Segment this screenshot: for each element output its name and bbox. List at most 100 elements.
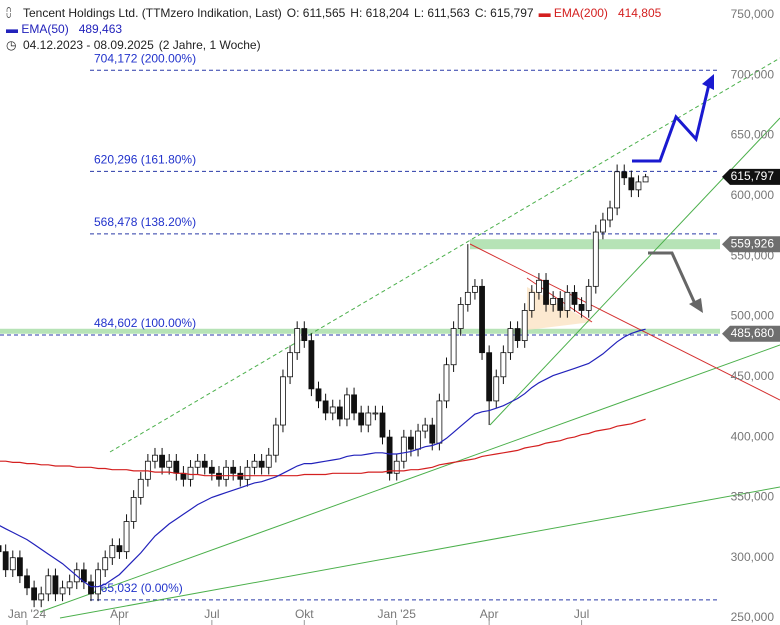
x-tick-label: Jan '25 (378, 607, 417, 621)
icon: ◷ (6, 38, 17, 52)
level-band (0, 328, 720, 334)
candle-body (386, 436, 393, 474)
candle-body (308, 340, 315, 390)
y-tick-label: 750,000 (731, 7, 775, 21)
y-tick-label: 650,000 (731, 128, 775, 142)
candle-body (600, 219, 606, 233)
candle-body (301, 328, 308, 342)
candle-body (429, 424, 436, 444)
candle-body (130, 497, 137, 522)
ema-line (0, 328, 646, 588)
legend-name: ▬ EMA(200) (538, 6, 608, 20)
header-line: ⩇ Tencent Holdings Ltd. (TTMzero Indikati… (6, 5, 666, 21)
candle-body (144, 460, 151, 480)
arrow-head (702, 74, 714, 90)
candle-body (585, 285, 592, 311)
candle-body (59, 587, 66, 595)
candle-body (24, 575, 30, 589)
header-line: ◷ 04.12.2023 - 08.09.2025 (2 Jahre, 1 Woch… (6, 37, 666, 53)
drawings (0, 69, 720, 601)
candle-body (500, 352, 507, 378)
y-tick-label: 400,000 (731, 429, 775, 443)
trend-line (59, 486, 780, 619)
x-tick-label: Jul (574, 607, 589, 621)
icon: ⩇ (6, 6, 12, 20)
ema-line (0, 418, 646, 477)
candle-body (88, 581, 94, 595)
candle-body (642, 176, 649, 183)
candle-body (344, 394, 350, 420)
candle-body (422, 424, 429, 432)
candle-body (464, 291, 471, 305)
candle-body (251, 460, 258, 468)
price-tag-label: 615,797 (731, 169, 775, 183)
candle-body (408, 436, 414, 450)
candle-body (244, 466, 251, 480)
candle-body (614, 171, 621, 209)
candle-body (564, 291, 571, 311)
candle-body (607, 207, 613, 221)
candle-body (536, 279, 542, 293)
candle-body (351, 394, 357, 414)
candle-body (329, 406, 336, 414)
candle-body (628, 177, 635, 191)
ohlc: C: 615,797 (474, 6, 534, 20)
candle-body (265, 454, 272, 468)
candle-body (287, 352, 293, 378)
candle-body (31, 587, 38, 601)
candle-body (116, 545, 123, 553)
fib-label: 568,478 (138.20%) (94, 215, 196, 229)
candle-body (393, 460, 400, 474)
period: 04.12.2023 - 08.09.2025 (23, 38, 154, 52)
candle-body (443, 364, 450, 402)
candle-body (230, 466, 237, 474)
candle-body (578, 304, 585, 311)
candle-body (436, 400, 443, 444)
candle-body (38, 593, 45, 601)
candle-body (550, 297, 557, 305)
candle-body (557, 297, 564, 311)
price-tag-label: 559,926 (731, 236, 775, 250)
candle-body (109, 545, 116, 559)
candle-body (514, 328, 521, 342)
price-tag (722, 325, 780, 342)
candle-body (528, 291, 535, 311)
candle-body (365, 412, 372, 426)
candle-body (166, 460, 173, 468)
candle-body (479, 285, 485, 354)
candle-body (45, 575, 52, 595)
legend-text: EMA(200) (553, 6, 608, 20)
candle-body (635, 181, 642, 191)
price-tag-label: 485,680 (731, 326, 775, 340)
price-tag (722, 236, 780, 253)
candle-body (358, 412, 365, 426)
y-tick-label: 250,000 (731, 610, 775, 624)
candle-body (400, 436, 407, 462)
y-tick-label: 450,000 (731, 369, 775, 383)
title: Tencent Holdings Ltd. (TTMzero Indikatio… (23, 6, 282, 20)
candle-body (322, 400, 329, 414)
candle-body (2, 551, 9, 571)
candle-body (16, 557, 23, 577)
candle-body (194, 460, 201, 468)
legend-value: 489,463 (78, 22, 123, 36)
candle-body (272, 424, 279, 456)
candle-body (592, 231, 599, 287)
candle-body (102, 557, 109, 571)
candle-body (66, 581, 73, 589)
candle-body (95, 569, 101, 595)
y-tick-label: 500,000 (731, 309, 775, 323)
legend-name: ▬ EMA(50) (6, 22, 69, 36)
candle-body (187, 466, 194, 480)
candle-body (336, 406, 343, 420)
candle-body (9, 557, 16, 571)
candle-body (223, 466, 229, 480)
candle-body (137, 478, 144, 498)
resistance-line (469, 243, 780, 401)
legend-text: EMA(50) (21, 22, 69, 36)
fib-label: 265,032 (0.00%) (94, 581, 183, 595)
x-tick-label: Jan '24 (8, 607, 47, 621)
candle-body (0, 545, 2, 553)
